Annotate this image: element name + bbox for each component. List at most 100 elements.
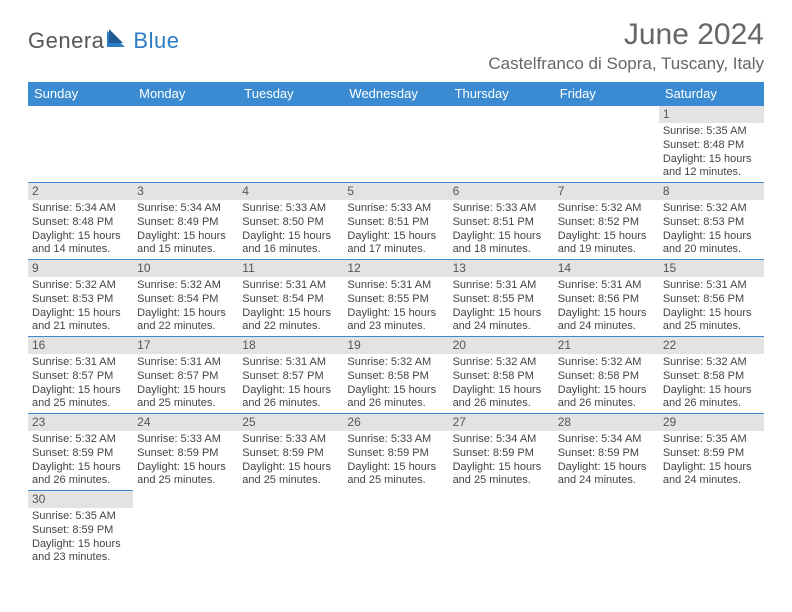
day-daylight2: and 16 minutes. bbox=[242, 243, 339, 257]
day-daylight1: Daylight: 15 hours bbox=[663, 153, 760, 167]
calendar-header-row: SundayMondayTuesdayWednesdayThursdayFrid… bbox=[28, 82, 764, 106]
day-body: Sunrise: 5:32 AMSunset: 8:54 PMDaylight:… bbox=[133, 277, 238, 336]
calendar-cell bbox=[659, 491, 764, 568]
day-body: Sunrise: 5:35 AMSunset: 8:59 PMDaylight:… bbox=[659, 431, 764, 490]
day-sunset: Sunset: 8:57 PM bbox=[32, 370, 129, 384]
day-sunrise: Sunrise: 5:33 AM bbox=[137, 433, 234, 447]
day-body: Sunrise: 5:34 AMSunset: 8:59 PMDaylight:… bbox=[449, 431, 554, 490]
day-sunset: Sunset: 8:56 PM bbox=[663, 293, 760, 307]
day-number: 5 bbox=[343, 183, 448, 200]
day-daylight1: Daylight: 15 hours bbox=[453, 307, 550, 321]
day-number: 9 bbox=[28, 260, 133, 277]
day-body: Sunrise: 5:33 AMSunset: 8:51 PMDaylight:… bbox=[449, 200, 554, 259]
calendar-row: 9Sunrise: 5:32 AMSunset: 8:53 PMDaylight… bbox=[28, 260, 764, 337]
day-number: 17 bbox=[133, 337, 238, 354]
day-number: 3 bbox=[133, 183, 238, 200]
calendar-cell: 14Sunrise: 5:31 AMSunset: 8:56 PMDayligh… bbox=[554, 260, 659, 337]
day-number: 23 bbox=[28, 414, 133, 431]
calendar-cell: 9Sunrise: 5:32 AMSunset: 8:53 PMDaylight… bbox=[28, 260, 133, 337]
calendar-cell: 25Sunrise: 5:33 AMSunset: 8:59 PMDayligh… bbox=[238, 414, 343, 491]
calendar-cell bbox=[238, 106, 343, 183]
day-number: 15 bbox=[659, 260, 764, 277]
day-daylight2: and 23 minutes. bbox=[347, 320, 444, 334]
calendar-cell: 16Sunrise: 5:31 AMSunset: 8:57 PMDayligh… bbox=[28, 337, 133, 414]
day-daylight2: and 24 minutes. bbox=[453, 320, 550, 334]
day-body: Sunrise: 5:33 AMSunset: 8:59 PMDaylight:… bbox=[238, 431, 343, 490]
calendar-cell bbox=[343, 106, 448, 183]
day-number: 25 bbox=[238, 414, 343, 431]
title-block: June 2024 Castelfranco di Sopra, Tuscany… bbox=[488, 18, 764, 74]
day-body: Sunrise: 5:35 AMSunset: 8:59 PMDaylight:… bbox=[28, 508, 133, 567]
calendar-cell: 21Sunrise: 5:32 AMSunset: 8:58 PMDayligh… bbox=[554, 337, 659, 414]
day-daylight2: and 23 minutes. bbox=[32, 551, 129, 565]
calendar-cell bbox=[28, 106, 133, 183]
day-daylight1: Daylight: 15 hours bbox=[242, 384, 339, 398]
day-sunrise: Sunrise: 5:35 AM bbox=[663, 433, 760, 447]
day-sunrise: Sunrise: 5:35 AM bbox=[663, 125, 760, 139]
day-sunrise: Sunrise: 5:31 AM bbox=[453, 279, 550, 293]
day-daylight2: and 19 minutes. bbox=[558, 243, 655, 257]
day-body: Sunrise: 5:35 AMSunset: 8:48 PMDaylight:… bbox=[659, 123, 764, 182]
day-daylight1: Daylight: 15 hours bbox=[347, 384, 444, 398]
day-daylight2: and 26 minutes. bbox=[558, 397, 655, 411]
day-sunset: Sunset: 8:55 PM bbox=[347, 293, 444, 307]
day-body: Sunrise: 5:33 AMSunset: 8:51 PMDaylight:… bbox=[343, 200, 448, 259]
day-body: Sunrise: 5:31 AMSunset: 8:55 PMDaylight:… bbox=[449, 277, 554, 336]
day-daylight2: and 26 minutes. bbox=[663, 397, 760, 411]
day-number: 30 bbox=[28, 491, 133, 508]
day-body: Sunrise: 5:33 AMSunset: 8:50 PMDaylight:… bbox=[238, 200, 343, 259]
day-daylight2: and 25 minutes. bbox=[453, 474, 550, 488]
day-number: 4 bbox=[238, 183, 343, 200]
day-sunrise: Sunrise: 5:33 AM bbox=[453, 202, 550, 216]
day-sunrise: Sunrise: 5:32 AM bbox=[558, 356, 655, 370]
day-sunset: Sunset: 8:58 PM bbox=[453, 370, 550, 384]
day-daylight2: and 26 minutes. bbox=[242, 397, 339, 411]
day-body: Sunrise: 5:34 AMSunset: 8:48 PMDaylight:… bbox=[28, 200, 133, 259]
brand-logo: Genera Blue bbox=[28, 18, 179, 54]
day-sunset: Sunset: 8:51 PM bbox=[453, 216, 550, 230]
calendar-cell: 19Sunrise: 5:32 AMSunset: 8:58 PMDayligh… bbox=[343, 337, 448, 414]
day-daylight2: and 22 minutes. bbox=[137, 320, 234, 334]
day-number: 27 bbox=[449, 414, 554, 431]
day-daylight1: Daylight: 15 hours bbox=[347, 230, 444, 244]
day-body: Sunrise: 5:31 AMSunset: 8:57 PMDaylight:… bbox=[28, 354, 133, 413]
day-daylight2: and 25 minutes. bbox=[663, 320, 760, 334]
calendar-cell: 10Sunrise: 5:32 AMSunset: 8:54 PMDayligh… bbox=[133, 260, 238, 337]
day-number: 22 bbox=[659, 337, 764, 354]
day-daylight2: and 26 minutes. bbox=[453, 397, 550, 411]
calendar-cell: 5Sunrise: 5:33 AMSunset: 8:51 PMDaylight… bbox=[343, 183, 448, 260]
calendar-row: 1Sunrise: 5:35 AMSunset: 8:48 PMDaylight… bbox=[28, 106, 764, 183]
day-body: Sunrise: 5:31 AMSunset: 8:56 PMDaylight:… bbox=[659, 277, 764, 336]
day-sunset: Sunset: 8:54 PM bbox=[137, 293, 234, 307]
day-sunrise: Sunrise: 5:31 AM bbox=[663, 279, 760, 293]
day-sunset: Sunset: 8:59 PM bbox=[663, 447, 760, 461]
calendar-cell bbox=[133, 106, 238, 183]
day-sunrise: Sunrise: 5:33 AM bbox=[347, 433, 444, 447]
calendar-header-cell: Wednesday bbox=[343, 82, 448, 106]
calendar-cell: 28Sunrise: 5:34 AMSunset: 8:59 PMDayligh… bbox=[554, 414, 659, 491]
day-sunset: Sunset: 8:49 PM bbox=[137, 216, 234, 230]
location: Castelfranco di Sopra, Tuscany, Italy bbox=[488, 54, 764, 74]
calendar-cell: 6Sunrise: 5:33 AMSunset: 8:51 PMDaylight… bbox=[449, 183, 554, 260]
day-daylight2: and 22 minutes. bbox=[242, 320, 339, 334]
day-daylight2: and 24 minutes. bbox=[558, 474, 655, 488]
calendar-body: 1Sunrise: 5:35 AMSunset: 8:48 PMDaylight… bbox=[28, 106, 764, 568]
calendar-cell bbox=[554, 106, 659, 183]
day-sunset: Sunset: 8:57 PM bbox=[137, 370, 234, 384]
day-number: 19 bbox=[343, 337, 448, 354]
day-sunrise: Sunrise: 5:34 AM bbox=[453, 433, 550, 447]
day-sunrise: Sunrise: 5:35 AM bbox=[32, 510, 129, 524]
day-sunrise: Sunrise: 5:34 AM bbox=[32, 202, 129, 216]
day-daylight2: and 18 minutes. bbox=[453, 243, 550, 257]
day-daylight2: and 25 minutes. bbox=[32, 397, 129, 411]
day-number: 29 bbox=[659, 414, 764, 431]
day-sunset: Sunset: 8:50 PM bbox=[242, 216, 339, 230]
day-daylight2: and 21 minutes. bbox=[32, 320, 129, 334]
day-number: 26 bbox=[343, 414, 448, 431]
day-number: 6 bbox=[449, 183, 554, 200]
day-sunset: Sunset: 8:58 PM bbox=[663, 370, 760, 384]
day-daylight1: Daylight: 15 hours bbox=[32, 384, 129, 398]
day-daylight1: Daylight: 15 hours bbox=[137, 307, 234, 321]
calendar-row: 16Sunrise: 5:31 AMSunset: 8:57 PMDayligh… bbox=[28, 337, 764, 414]
day-sunset: Sunset: 8:59 PM bbox=[32, 447, 129, 461]
